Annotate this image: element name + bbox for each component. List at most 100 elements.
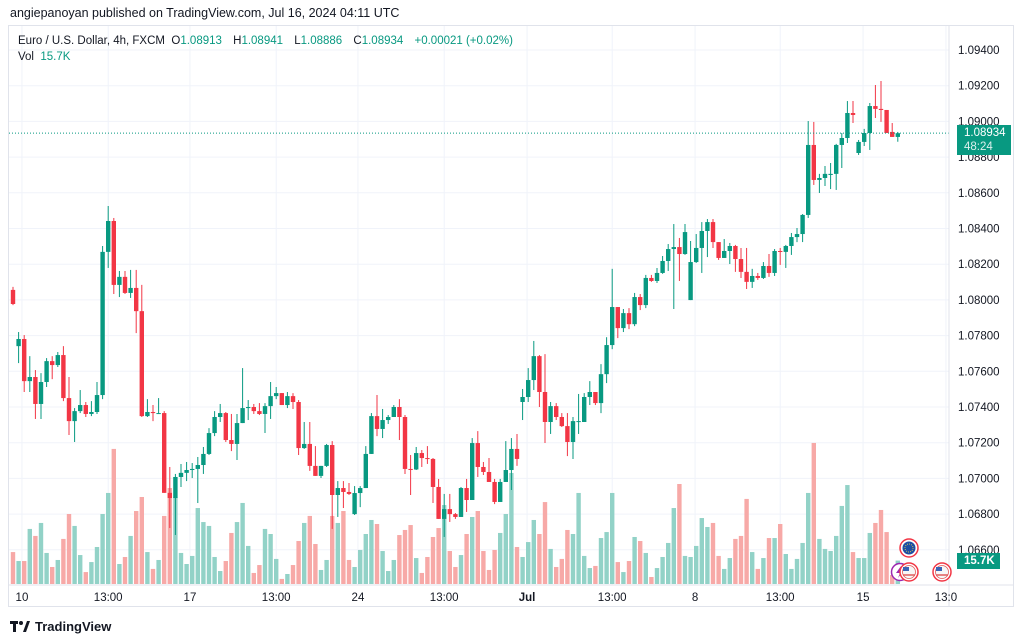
candle[interactable]: [229, 413, 234, 452]
candle[interactable]: [94, 382, 100, 414]
candle[interactable]: [649, 274, 654, 282]
candle[interactable]: [677, 237, 682, 281]
candle[interactable]: [178, 463, 184, 487]
candle[interactable]: [660, 255, 665, 274]
candle[interactable]: [414, 446, 419, 471]
candle[interactable]: [430, 458, 436, 504]
candle[interactable]: [184, 461, 189, 482]
candle[interactable]: [699, 222, 704, 273]
candle[interactable]: [425, 446, 430, 464]
candle[interactable]: [274, 387, 279, 400]
candle[interactable]: [251, 403, 256, 414]
candle[interactable]: [761, 262, 766, 280]
candle[interactable]: [755, 272, 760, 280]
candle[interactable]: [128, 269, 133, 298]
candle[interactable]: [296, 400, 301, 456]
candle[interactable]: [447, 493, 452, 522]
candle[interactable]: [55, 352, 60, 368]
candle[interactable]: [470, 438, 475, 500]
candle[interactable]: [240, 368, 245, 424]
candle[interactable]: [206, 428, 212, 456]
candle[interactable]: [475, 431, 480, 477]
candle[interactable]: [145, 399, 150, 417]
candle[interactable]: [671, 224, 676, 310]
candle[interactable]: [570, 416, 576, 459]
candle[interactable]: [139, 284, 144, 417]
candle[interactable]: [587, 381, 592, 406]
candle[interactable]: [78, 390, 83, 414]
candle[interactable]: [352, 486, 357, 515]
candle[interactable]: [498, 478, 503, 502]
candle[interactable]: [83, 402, 88, 417]
candle[interactable]: [458, 486, 464, 517]
candle[interactable]: [38, 373, 44, 419]
candle[interactable]: [722, 239, 727, 258]
candle[interactable]: [526, 368, 531, 403]
candle[interactable]: [626, 308, 632, 330]
candle[interactable]: [862, 128, 867, 147]
candle[interactable]: [778, 247, 783, 265]
candle[interactable]: [705, 219, 710, 258]
candle[interactable]: [598, 364, 604, 414]
candle[interactable]: [111, 217, 116, 295]
candle[interactable]: [419, 450, 424, 467]
candle[interactable]: [330, 441, 335, 529]
candle[interactable]: [190, 463, 195, 479]
candle[interactable]: [520, 388, 525, 421]
candle[interactable]: [358, 486, 363, 508]
candle[interactable]: [766, 254, 772, 277]
candle[interactable]: [733, 244, 738, 272]
candle[interactable]: [878, 81, 884, 122]
candle[interactable]: [61, 346, 66, 402]
candle[interactable]: [682, 224, 688, 255]
candle[interactable]: [318, 465, 324, 479]
candle[interactable]: [307, 421, 312, 471]
tradingview-logo[interactable]: TradingView: [10, 619, 111, 634]
candle[interactable]: [10, 286, 16, 306]
candle[interactable]: [856, 139, 861, 155]
candle[interactable]: [122, 270, 128, 295]
candle[interactable]: [834, 143, 839, 190]
candle[interactable]: [380, 408, 385, 439]
candle[interactable]: [335, 481, 340, 517]
candle[interactable]: [548, 402, 553, 434]
candle[interactable]: [89, 401, 94, 417]
candle[interactable]: [800, 214, 805, 243]
candle[interactable]: [106, 206, 111, 268]
us-flag-icon[interactable]: [932, 562, 952, 582]
candle[interactable]: [554, 403, 559, 421]
candle[interactable]: [542, 354, 548, 444]
candle[interactable]: [302, 421, 307, 449]
candle[interactable]: [610, 268, 615, 350]
candle[interactable]: [481, 461, 486, 476]
candle[interactable]: [464, 478, 469, 512]
candle[interactable]: [117, 270, 122, 298]
us-flag-icon[interactable]: [899, 562, 919, 582]
candle[interactable]: [845, 101, 850, 143]
candle[interactable]: [884, 109, 889, 134]
candle[interactable]: [391, 405, 396, 417]
candle[interactable]: [817, 173, 822, 193]
candle[interactable]: [727, 242, 732, 265]
candle[interactable]: [167, 466, 172, 529]
candle[interactable]: [223, 411, 228, 442]
candle[interactable]: [576, 393, 581, 434]
candle[interactable]: [890, 123, 895, 137]
candle[interactable]: [156, 398, 161, 415]
candle[interactable]: [867, 103, 872, 150]
candle[interactable]: [27, 356, 32, 393]
candle[interactable]: [638, 294, 643, 311]
candle[interactable]: [783, 244, 788, 268]
candle[interactable]: [134, 269, 139, 334]
candle[interactable]: [559, 413, 564, 427]
candle[interactable]: [716, 242, 721, 260]
candle[interactable]: [346, 483, 352, 496]
candle[interactable]: [873, 84, 878, 119]
candle[interactable]: [66, 377, 72, 436]
candle[interactable]: [100, 245, 105, 400]
candle[interactable]: [150, 405, 156, 422]
candle[interactable]: [44, 358, 49, 388]
candle[interactable]: [290, 393, 296, 409]
candle[interactable]: [643, 274, 648, 309]
